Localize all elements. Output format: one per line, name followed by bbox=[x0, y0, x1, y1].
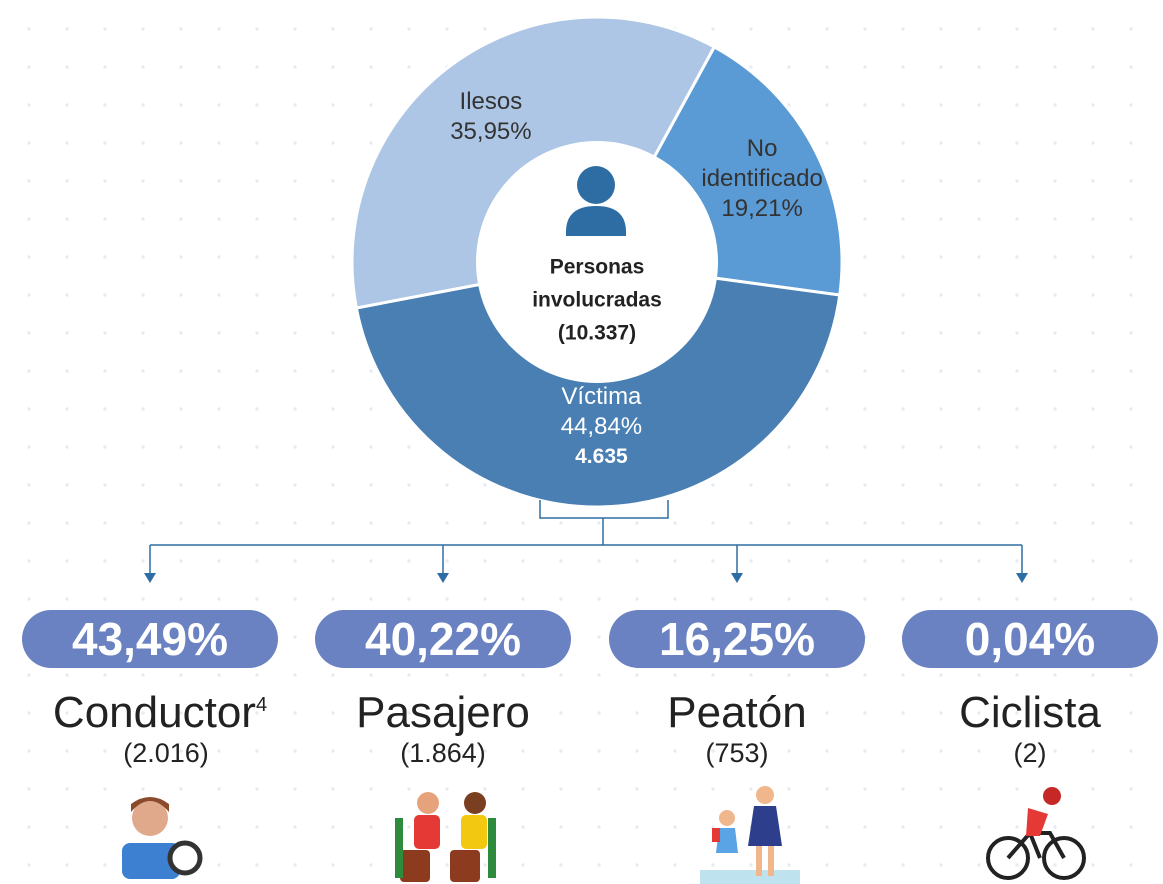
role-count: (2.016) bbox=[123, 738, 209, 769]
peaton-icon bbox=[700, 786, 800, 884]
role-label: Ciclista bbox=[959, 688, 1101, 737]
role-label: Conductor bbox=[53, 688, 256, 737]
percent-pill: 40,22% bbox=[315, 610, 571, 668]
percent-pill: 43,49% bbox=[22, 610, 278, 668]
victim-count: 4.635 bbox=[521, 442, 681, 472]
percent-pill: 0,04% bbox=[902, 610, 1158, 668]
role-label: Peatón bbox=[667, 688, 806, 737]
center-total: (10.337) bbox=[558, 322, 636, 345]
center-title: Personas involucradas bbox=[532, 256, 662, 312]
footnote-ref: 4 bbox=[256, 694, 267, 716]
role-count: (753) bbox=[705, 738, 768, 769]
infographic: Personas involucradas (10.337) 43,49% Cond… bbox=[0, 0, 1163, 884]
connector bbox=[150, 500, 1022, 575]
role-name: Peatón bbox=[667, 688, 806, 738]
category-label: Víctima bbox=[521, 382, 681, 412]
pasajero-icon bbox=[395, 792, 496, 882]
center-label: Personas involucradas (10.337) bbox=[517, 251, 677, 350]
conductor-icon bbox=[122, 797, 200, 879]
arrowheads bbox=[144, 573, 1028, 583]
role-count: (2) bbox=[1014, 738, 1047, 769]
ciclista-icon bbox=[988, 787, 1084, 878]
category-label: No identificado bbox=[692, 134, 832, 194]
role-name: Ciclista bbox=[959, 688, 1101, 738]
role-name: Pasajero bbox=[356, 688, 530, 738]
role-label: Pasajero bbox=[356, 688, 530, 737]
value-label: 35,95% bbox=[411, 117, 571, 147]
role-count: (1.864) bbox=[400, 738, 486, 769]
category-label: Ilesos bbox=[411, 87, 571, 117]
role-name: Conductor4 bbox=[53, 688, 267, 738]
value-label: 19,21% bbox=[692, 194, 832, 224]
value-label: 44,84% bbox=[521, 412, 681, 442]
percent-pill: 16,25% bbox=[609, 610, 865, 668]
